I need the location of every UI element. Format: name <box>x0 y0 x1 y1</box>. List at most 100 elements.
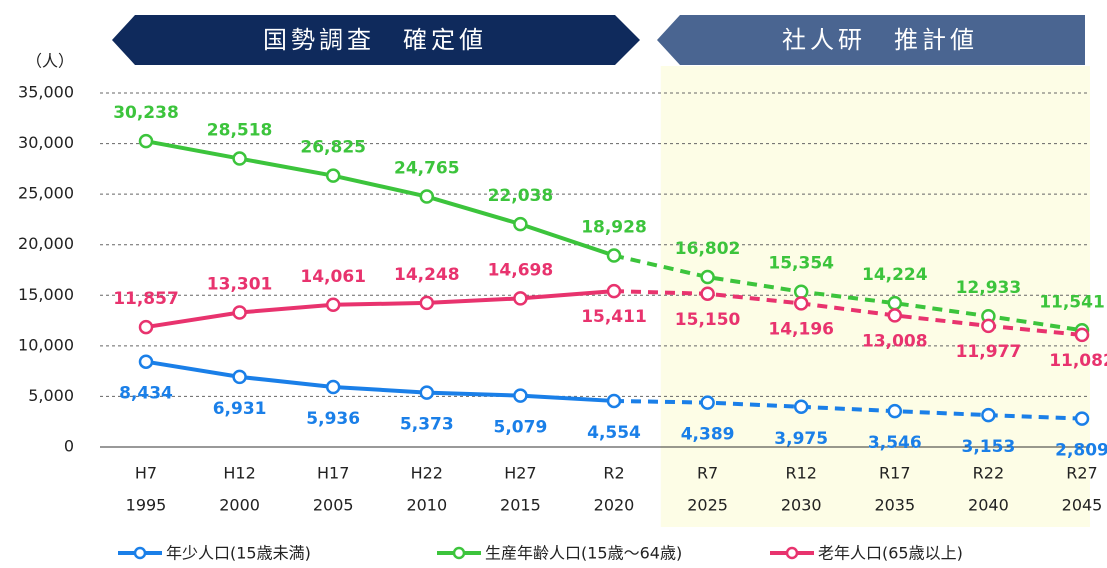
data-point <box>419 189 435 204</box>
data-point <box>606 248 622 263</box>
legend-swatch <box>133 546 147 560</box>
data-point <box>419 295 435 311</box>
x-tick-label: 2035 <box>874 496 915 515</box>
data-label: 4,389 <box>681 425 735 445</box>
data-point <box>513 291 528 306</box>
data-label: 18,928 <box>581 218 647 238</box>
data-label: 24,765 <box>394 159 460 179</box>
data-point <box>419 385 435 400</box>
y-tick-label: 15,000 <box>18 285 74 304</box>
y-tick-label: 25,000 <box>18 184 74 203</box>
x-tick-label: R2 <box>603 464 624 483</box>
data-label: 13,008 <box>862 331 928 351</box>
legend-label: 年少人口(15歳未満) <box>166 544 311 563</box>
data-label: 11,082 <box>1049 351 1107 371</box>
x-tick-label: 2010 <box>406 496 447 515</box>
banner-shape <box>657 15 1085 65</box>
series-line <box>613 253 1083 333</box>
banner-label: 国勢調査 確定値 <box>263 26 487 54</box>
x-tick-label: R12 <box>785 464 816 483</box>
series-line <box>145 289 615 330</box>
data-label: 3,546 <box>868 433 922 453</box>
projection-area <box>660 66 1090 527</box>
data-label: 11,977 <box>956 342 1022 362</box>
data-point <box>513 216 528 232</box>
series-line <box>145 359 615 403</box>
y-tick-label: 35,000 <box>18 83 74 102</box>
data-label: 3,975 <box>774 429 828 449</box>
data-point <box>887 295 903 311</box>
data-label: 14,061 <box>300 267 366 287</box>
banner-label: 社人研 推計値 <box>782 26 978 54</box>
data-label: 30,238 <box>113 103 179 123</box>
x-tick-label: 2005 <box>313 496 354 515</box>
legend-label: 生産年齢人口(15歳～64歳) <box>485 544 682 563</box>
y-tick-label: 20,000 <box>18 234 74 253</box>
data-point <box>138 133 154 149</box>
x-tick-label: H12 <box>223 464 255 483</box>
data-label: 14,224 <box>862 265 928 285</box>
x-tick-label: H7 <box>135 464 157 483</box>
data-point <box>887 308 903 323</box>
data-label: 15,411 <box>581 307 647 327</box>
legend-swatch <box>452 546 466 560</box>
data-point <box>887 403 903 419</box>
x-tick-label: 2030 <box>781 496 822 515</box>
series-line <box>145 139 615 258</box>
data-label: 22,038 <box>488 186 554 206</box>
data-label: 8,434 <box>119 384 173 404</box>
data-label: 4,554 <box>587 423 641 443</box>
data-label: 14,698 <box>488 260 554 280</box>
x-tick-label: 2045 <box>1062 496 1103 515</box>
x-tick-label: R27 <box>1066 464 1097 483</box>
data-label: 5,079 <box>494 418 548 438</box>
data-label: 2,809 <box>1055 441 1107 461</box>
data-point <box>325 379 341 395</box>
x-tick-label: R17 <box>879 464 910 483</box>
data-label: 11,857 <box>113 289 179 309</box>
data-label: 28,518 <box>207 121 273 141</box>
data-point <box>981 318 996 334</box>
data-point <box>700 286 715 302</box>
data-label: 5,936 <box>306 409 360 429</box>
data-label: 15,150 <box>675 310 741 330</box>
x-tick-label: 2040 <box>968 496 1009 515</box>
data-point <box>138 354 154 369</box>
data-label: 13,301 <box>207 274 273 294</box>
data-point <box>793 296 809 311</box>
data-point <box>700 269 715 285</box>
data-label: 6,931 <box>213 399 267 419</box>
x-tick-label: 2020 <box>594 496 635 515</box>
data-label: 3,153 <box>962 437 1016 457</box>
data-point <box>232 305 247 320</box>
data-point <box>513 388 528 403</box>
data-point <box>793 399 809 415</box>
data-label: 5,373 <box>400 415 454 435</box>
x-tick-label: 2025 <box>687 496 728 515</box>
x-tick-label: H22 <box>411 464 443 483</box>
data-point <box>138 319 154 335</box>
data-point <box>1074 327 1090 343</box>
x-tick-label: R7 <box>697 464 718 483</box>
data-point <box>981 407 996 423</box>
data-point <box>793 284 809 299</box>
data-label: 14,196 <box>768 319 834 339</box>
data-label: 26,825 <box>300 138 366 158</box>
data-point <box>325 168 341 183</box>
x-tick-label: H17 <box>317 464 349 483</box>
y-tick-label: 0 <box>64 437 74 456</box>
x-tick-label: 1995 <box>126 496 167 515</box>
series-line <box>613 289 1083 337</box>
data-point <box>325 297 341 313</box>
data-label: 11,541 <box>1039 292 1105 312</box>
x-tick-label: 2000 <box>219 496 260 515</box>
data-label: 14,248 <box>394 265 460 285</box>
data-point <box>606 393 622 409</box>
data-label: 15,354 <box>768 254 834 274</box>
x-tick-label: H27 <box>504 464 536 483</box>
y-tick-label: 10,000 <box>18 335 74 354</box>
data-point <box>606 283 622 299</box>
legend-label: 老年人口(65歳以上) <box>818 544 963 563</box>
